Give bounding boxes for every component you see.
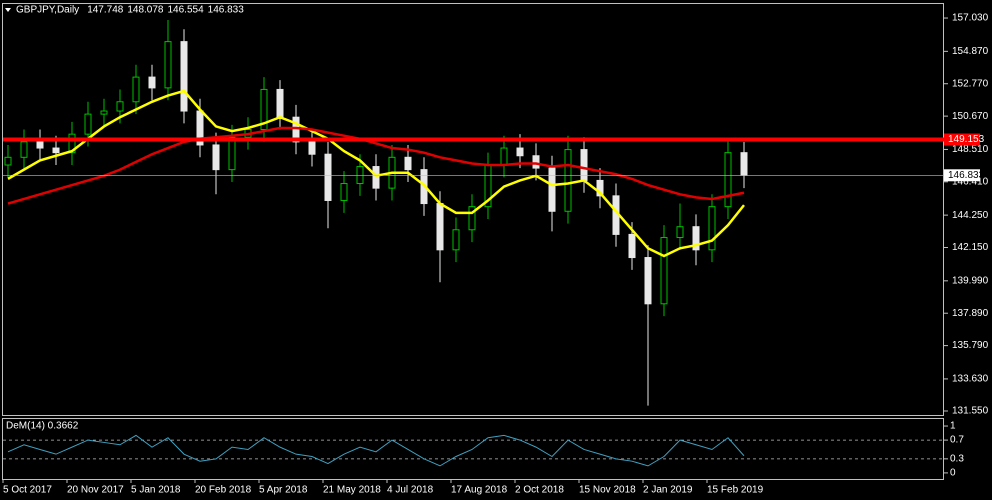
candle-body (676, 226, 684, 238)
candle-body (164, 41, 172, 89)
candle-body (372, 166, 380, 189)
menu-arrow[interactable] (5, 8, 11, 12)
candle-body (548, 167, 556, 212)
candle-body (340, 183, 348, 201)
dem-line (7, 434, 745, 467)
header-value: 146.554 (168, 5, 205, 16)
candle-body (740, 152, 748, 176)
y-tick-label: 150.670 (952, 111, 989, 122)
header-value: 147.748 (87, 5, 124, 16)
y-tick-label: 0 (950, 468, 956, 479)
candle-body (644, 257, 652, 305)
y-tick-label: 131.550 (952, 406, 989, 417)
candle-body (628, 233, 636, 259)
x-tick-label: 5 Oct 2017 (3, 485, 52, 496)
x-tick-label: 2 Jan 2019 (643, 485, 693, 496)
candle-body (564, 149, 572, 212)
x-tick-label: 20 Feb 2018 (195, 485, 252, 496)
y-tick-label: 157.030 (952, 13, 989, 24)
y-tick-label: 137.890 (952, 308, 989, 319)
last-price-tag (944, 169, 980, 182)
candle-body (596, 179, 604, 197)
y-tick-label: 133.630 (952, 374, 989, 385)
y-tick-label: 135.790 (952, 340, 989, 351)
candle-body (516, 147, 524, 157)
y-tick-label: 152.770 (952, 78, 989, 89)
y-tick-label: 142.150 (952, 242, 989, 253)
x-tick-label: 5 Apr 2018 (259, 485, 308, 496)
x-tick-label: 21 May 2018 (323, 485, 381, 496)
x-tick-label: 15 Feb 2019 (707, 485, 764, 496)
candle-body (228, 136, 236, 171)
candle-body (36, 141, 44, 149)
candle-body (4, 156, 12, 166)
candle-body (404, 156, 412, 171)
y-tick-label: 0.3 (950, 453, 964, 464)
candle-body (452, 229, 460, 251)
header-value: 146.833 (208, 5, 245, 16)
y-tick-label: 154.870 (952, 46, 989, 57)
candle-body (116, 101, 124, 112)
candle-body (708, 206, 716, 251)
candle-body (260, 88, 268, 131)
candle-body (324, 153, 332, 201)
chart-title: GBPJPY,Daily (16, 5, 79, 16)
candle-body (132, 76, 140, 103)
candle-body (308, 141, 316, 155)
last-price-label: 146.833 (948, 170, 985, 181)
candle-body (180, 41, 188, 112)
candle-body (692, 226, 700, 251)
x-tick-label: 5 Jan 2018 (131, 485, 181, 496)
candle-body (212, 144, 220, 171)
candle-body (468, 206, 476, 231)
candle-body (52, 147, 60, 154)
moving-average (7, 89, 745, 258)
candle-body (100, 110, 108, 115)
y-tick-label: 1 (950, 421, 956, 432)
candle-body (436, 203, 444, 251)
x-tick-label: 20 Nov 2017 (67, 485, 124, 496)
level-tag (944, 133, 980, 146)
dem-title: DeM(14) 0.3662 (6, 421, 79, 432)
y-tick-label: 139.990 (952, 275, 989, 286)
y-tick-label: 144.250 (952, 210, 989, 221)
candle-body (660, 236, 668, 305)
dem-panel (2, 418, 944, 480)
candle-body (580, 149, 588, 181)
main-panel (2, 3, 944, 416)
candle-body (84, 113, 92, 135)
x-tick-label: 17 Aug 2018 (451, 485, 508, 496)
candle-body (532, 155, 540, 169)
level-label: 149.153 (948, 134, 985, 145)
y-tick-label: 146.410 (952, 176, 989, 187)
candle-body (500, 147, 508, 166)
header-value: 148.078 (127, 5, 164, 16)
x-tick-label: 4 Jul 2018 (387, 485, 434, 496)
x-tick-label: 2 Oct 2018 (515, 485, 564, 496)
candle-body (724, 152, 732, 208)
y-tick-label: 0.7 (950, 435, 964, 446)
candle-body (20, 141, 28, 158)
moving-average (7, 126, 745, 205)
candle-body (148, 76, 156, 89)
candle-body (68, 133, 76, 154)
y-tick-label: 148.510 (952, 144, 989, 155)
candle-body (276, 88, 284, 118)
x-tick-label: 15 Nov 2018 (579, 485, 636, 496)
